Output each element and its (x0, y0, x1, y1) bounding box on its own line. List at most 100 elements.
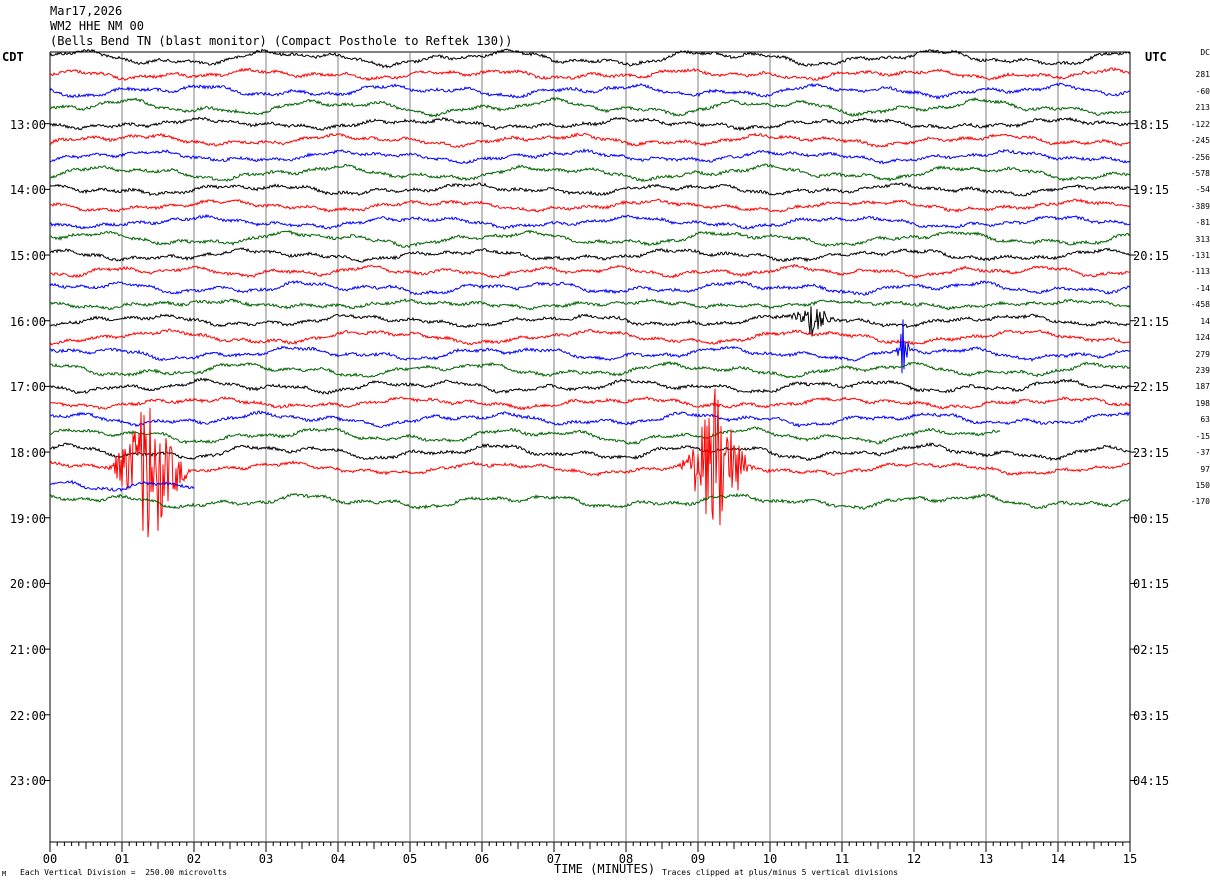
utc-hour-label: 21:15 (1133, 314, 1170, 329)
utc-hour-label: 01:15 (1133, 577, 1170, 592)
seismic-trace (49, 247, 1131, 263)
x-tick-label: 00 (42, 852, 58, 866)
utc-hour-label: 23:15 (1133, 446, 1170, 461)
dc-offset-label: -170 (1190, 497, 1210, 507)
seismic-trace (49, 319, 1131, 374)
plot-date: Mar17,2026 (50, 4, 123, 18)
seismic-trace (49, 388, 1131, 538)
utc-hour-label: 02:15 (1133, 643, 1170, 658)
x-tick-label: 06 (474, 852, 490, 866)
seismic-trace (49, 182, 1131, 197)
cdt-hour-label: 23:00 (9, 774, 46, 789)
x-axis-title: TIME (MINUTES) (554, 862, 656, 876)
cdt-hour-label: 22:00 (9, 708, 46, 723)
seismic-trace (49, 263, 1130, 280)
seismic-trace (49, 163, 1131, 183)
seismic-trace (49, 132, 1131, 149)
clip-note: Traces clipped at plus/minus 5 vertical … (662, 868, 899, 877)
seismic-trace (49, 48, 1131, 69)
dc-offset-label: 124 (1195, 333, 1210, 343)
cdt-hour-label: 14:00 (9, 183, 46, 198)
cdt-hour-label: 15:00 (9, 249, 46, 264)
cdt-hour-label: 16:00 (9, 314, 46, 329)
dc-offset-label: -14 (1195, 283, 1210, 293)
x-tick-label: 09 (690, 852, 706, 866)
cdt-hour-label: 18:00 (9, 446, 46, 461)
seismic-trace (49, 479, 195, 493)
seismic-trace (49, 229, 1131, 249)
dc-offset-label: -37 (1195, 448, 1210, 458)
seismic-trace (49, 297, 1131, 311)
utc-hour-label: 18:15 (1133, 117, 1170, 132)
dc-offset-label: -60 (1195, 86, 1210, 96)
utc-hour-label: 20:15 (1133, 249, 1170, 264)
x-tick-label: 08 (618, 852, 634, 866)
x-tick-label: 04 (330, 852, 346, 866)
seismic-trace (49, 306, 1131, 337)
utc-hour-label: 04:15 (1133, 774, 1170, 789)
dc-offset-label: -113 (1190, 267, 1210, 277)
cdt-hour-label: 13:00 (9, 117, 46, 132)
x-tick-label: 12 (906, 852, 922, 866)
utc-hour-label: 19:15 (1133, 183, 1170, 198)
x-tick-label: 01 (114, 852, 130, 866)
dc-offset-label: -54 (1195, 185, 1210, 195)
dc-offset-label: -15 (1195, 431, 1210, 441)
x-tick-label: 15 (1122, 852, 1138, 866)
dc-offset-label: 150 (1195, 480, 1210, 490)
dc-offset-label: 279 (1195, 349, 1210, 359)
cdt-hour-label: 21:00 (9, 643, 46, 658)
seismic-trace (49, 377, 1131, 395)
dc-offset-label: -81 (1195, 218, 1210, 228)
dc-offset-label: 281 (1195, 70, 1210, 80)
dc-offset-label: 187 (1195, 382, 1210, 392)
dc-label: DC (1200, 48, 1210, 57)
dc-offset-label: -131 (1190, 251, 1210, 261)
cdt-hour-label: 20:00 (9, 577, 46, 592)
station-label: (Bells Bend TN (blast monitor) (Compact … (50, 34, 513, 48)
dc-offset-label: 97 (1200, 464, 1210, 474)
dc-offset-label: 198 (1195, 398, 1210, 408)
x-tick-label: 10 (762, 852, 778, 866)
dc-offset-label: 63 (1200, 415, 1210, 425)
utc-hour-label: 00:15 (1133, 511, 1170, 526)
dc-offset-label: -256 (1190, 152, 1210, 162)
seismic-trace (49, 360, 1131, 379)
dc-offset-label: -122 (1190, 119, 1210, 129)
utc-hour-label: 03:15 (1133, 708, 1170, 723)
channel-label: WM2 HHE NM 00 (50, 19, 144, 33)
corner-mark: M (2, 870, 7, 878)
x-tick-label: 14 (1050, 852, 1066, 866)
seismic-trace (49, 198, 1131, 213)
scale-note: Each Vertical Division = 250.00 microvol… (20, 868, 228, 877)
utc-label: UTC (1145, 50, 1167, 64)
dc-offset-label: 14 (1200, 316, 1210, 326)
seismic-trace (49, 96, 1131, 118)
cdt-hour-label: 17:00 (9, 380, 46, 395)
seismic-trace (49, 116, 1131, 132)
cdt-label: CDT (2, 50, 24, 64)
dc-offset-label: -245 (1190, 136, 1210, 146)
x-tick-label: 05 (402, 852, 418, 866)
dc-offset-label: 313 (1195, 234, 1210, 244)
seismic-trace (49, 147, 1131, 165)
x-tick-label: 11 (834, 852, 850, 866)
dc-offset-label: -389 (1190, 201, 1210, 211)
dc-offset-label: -458 (1190, 300, 1210, 310)
dc-offset-label: 239 (1195, 365, 1210, 375)
dc-offset-label: -578 (1190, 168, 1210, 178)
seismic-trace (49, 426, 1001, 445)
seismic-trace (49, 492, 1130, 510)
x-tick-label: 13 (978, 852, 994, 866)
seismic-trace (49, 410, 1131, 428)
seismic-trace (49, 82, 1131, 100)
cdt-hour-label: 19:00 (9, 511, 46, 526)
utc-hour-label: 22:15 (1133, 380, 1170, 395)
dc-offset-label: 213 (1195, 103, 1210, 113)
x-tick-label: 03 (258, 852, 274, 866)
seismic-trace (50, 441, 1131, 462)
seismic-trace (49, 67, 1131, 82)
x-tick-label: 07 (546, 852, 562, 866)
x-tick-label: 02 (186, 852, 202, 866)
